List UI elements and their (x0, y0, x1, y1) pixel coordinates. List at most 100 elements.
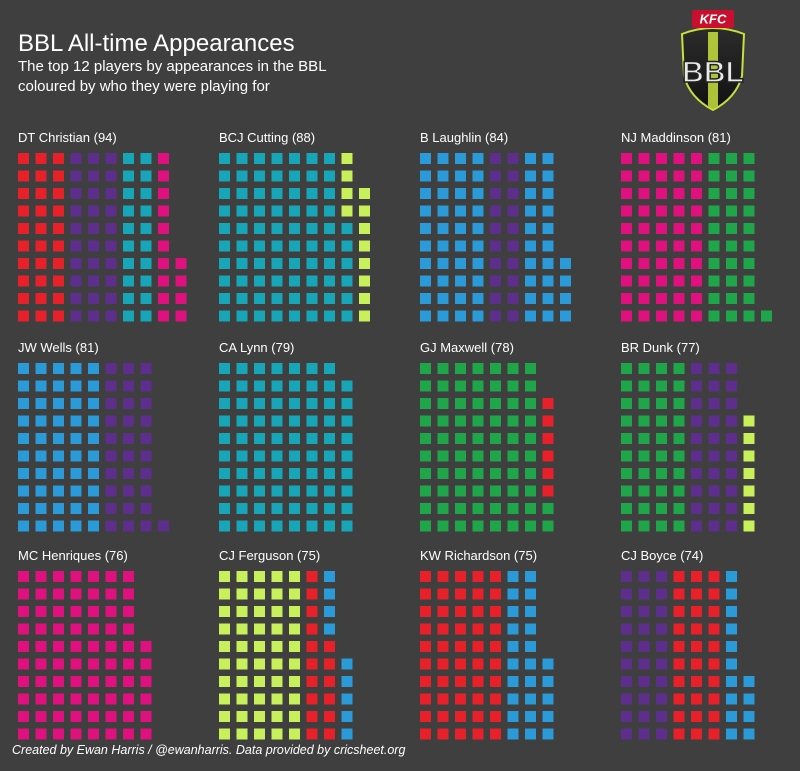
waffle-square (35, 658, 47, 670)
waffle-square (420, 450, 431, 462)
waffle-square (140, 170, 152, 182)
waffle-square (306, 310, 318, 322)
waffle-square (53, 293, 64, 304)
waffle-square (437, 170, 449, 182)
waffle-square (420, 606, 431, 617)
waffle-square (306, 398, 318, 409)
waffle-square (236, 606, 248, 617)
waffle-square (437, 606, 449, 617)
waffle-square (158, 223, 169, 234)
waffle-square (673, 485, 685, 497)
waffle-square (507, 641, 519, 652)
waffle-square (507, 468, 519, 479)
waffle-square (236, 240, 248, 252)
waffle-square (123, 485, 134, 497)
waffle-square (638, 711, 650, 722)
waffle-square (219, 205, 230, 217)
waffle-square (271, 170, 283, 182)
waffle-square (472, 588, 484, 600)
waffle-square (507, 240, 519, 252)
waffle-square (105, 606, 117, 617)
waffle-square (708, 693, 720, 705)
waffle-square (306, 503, 318, 514)
waffle-square (254, 571, 265, 582)
waffle-square (123, 658, 134, 670)
waffle-square (673, 450, 685, 462)
waffle-square (140, 380, 152, 392)
waffle-square (420, 503, 431, 514)
waffle-square (490, 170, 501, 182)
waffle-square (673, 398, 685, 409)
waffle-square (437, 293, 449, 304)
waffle-square (726, 293, 737, 304)
waffle-square (35, 188, 47, 199)
waffle-square (289, 641, 300, 652)
waffle-square (306, 170, 318, 182)
waffle-square (656, 711, 667, 722)
waffle-square (420, 398, 431, 409)
waffle-square (88, 205, 99, 217)
waffle-square (88, 693, 99, 705)
waffle-square (621, 693, 632, 705)
waffle-square (289, 693, 300, 705)
waffle-square (35, 415, 47, 427)
waffle-square (35, 240, 47, 252)
waffle-square (490, 485, 501, 497)
waffle-square (254, 468, 265, 479)
waffle-square (18, 258, 29, 269)
waffle-square (656, 503, 667, 514)
waffle-square (271, 485, 283, 497)
waffle-square (306, 153, 318, 164)
waffle-square (490, 398, 501, 409)
waffle-square (271, 571, 283, 582)
waffle-square (18, 398, 29, 409)
waffle-square (219, 485, 230, 497)
waffle-square (219, 415, 230, 427)
waffle-square (708, 188, 720, 199)
waffle-square (18, 240, 29, 252)
waffle-square (708, 450, 720, 462)
waffle-square (691, 588, 702, 600)
waffle-square (638, 153, 650, 164)
waffle-square (472, 450, 484, 462)
waffle-square (455, 240, 466, 252)
waffle-square (437, 205, 449, 217)
waffle-square (123, 415, 134, 427)
waffle-square (306, 450, 318, 462)
waffle-square (420, 520, 431, 532)
waffle-square (18, 485, 29, 497)
waffle-square (306, 188, 318, 199)
waffle-square (70, 223, 82, 234)
waffle-square (420, 223, 431, 234)
waffle-square (726, 450, 737, 462)
waffle-square (219, 641, 230, 652)
waffle-square (35, 641, 47, 652)
waffle-square (542, 223, 554, 234)
waffle-square (236, 188, 248, 199)
waffle-square (420, 310, 431, 322)
waffle-square (691, 485, 702, 497)
waffle-square (621, 380, 632, 392)
waffle-square (525, 188, 536, 199)
waffle-square (638, 641, 650, 652)
waffle-square (219, 676, 230, 687)
waffle-square (289, 275, 300, 287)
waffle-square (341, 658, 353, 670)
waffle-square (70, 450, 82, 462)
waffle-square (708, 676, 720, 687)
waffle-square (341, 728, 353, 740)
waffle-square (306, 205, 318, 217)
waffle-square (289, 223, 300, 234)
waffle-square (656, 240, 667, 252)
waffle-square (271, 433, 283, 444)
waffle-square (140, 676, 152, 687)
waffle-square (525, 398, 536, 409)
waffle-square (254, 398, 265, 409)
waffle-square (437, 711, 449, 722)
waffle-square (472, 503, 484, 514)
waffle-square (743, 676, 755, 687)
waffle-square (140, 275, 152, 287)
waffle-square (691, 728, 702, 740)
waffle-square (726, 588, 737, 600)
waffle-square (123, 240, 134, 252)
